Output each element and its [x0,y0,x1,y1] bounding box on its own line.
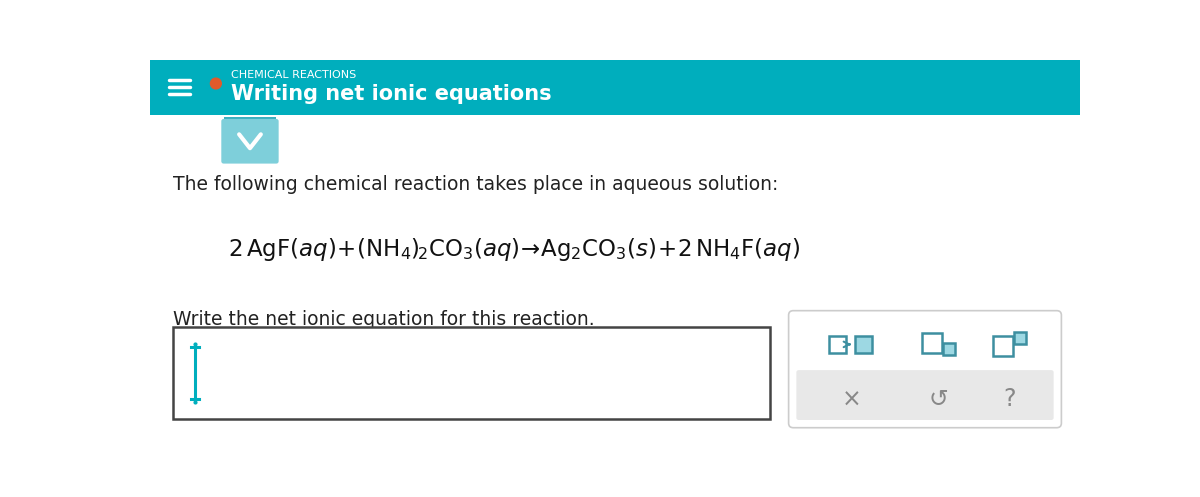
Text: Writing net ionic equations: Writing net ionic equations [232,84,552,104]
FancyBboxPatch shape [788,311,1062,428]
Text: The following chemical reaction takes place in aqueous solution:: The following chemical reaction takes pl… [173,175,779,194]
Text: CHEMICAL REACTIONS: CHEMICAL REACTIONS [232,70,356,80]
Text: Write the net ionic equation for this reaction.: Write the net ionic equation for this re… [173,310,595,329]
Bar [150,60,1080,115]
FancyBboxPatch shape [797,370,1054,420]
FancyBboxPatch shape [221,119,278,164]
Text: ↺: ↺ [929,387,948,412]
Text: $\rm 2\,AgF\mathit{(aq)}\!+\!\left(NH_4\right)_{\!2}CO_3\mathit{(aq)}\!\rightarr: $\rm 2\,AgF\mathit{(aq)}\!+\!\left(NH_4\… [228,237,799,263]
Text: ×: × [841,387,862,412]
Bar [1014,332,1026,344]
Bar [856,336,872,353]
Bar [829,336,846,353]
Bar [173,327,770,419]
Bar [994,336,1013,356]
Bar [922,333,942,353]
Bar [223,117,276,121]
Text: ?: ? [1003,387,1015,412]
Bar [943,343,955,355]
Circle shape [210,78,221,89]
